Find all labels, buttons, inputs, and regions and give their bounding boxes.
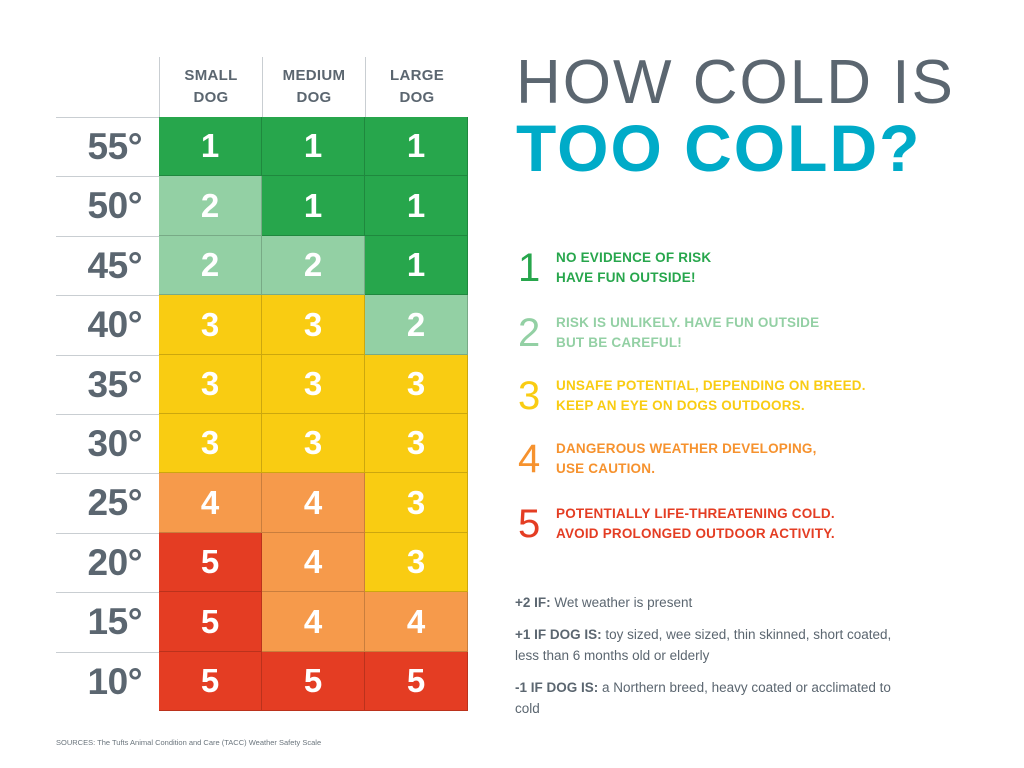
column-header-line1: SMALL [184, 67, 238, 84]
sources-note: SOURCES: The Tufts Animal Condition and … [56, 738, 322, 747]
risk-cell: 4 [159, 473, 262, 533]
risk-cell: 3 [159, 355, 262, 414]
risk-cell: 1 [262, 176, 365, 236]
risk-cell: 4 [262, 533, 365, 592]
legend-description: DANGEROUS WEATHER DEVELOPING, USE CAUTION… [556, 439, 817, 479]
legend-line-1: RISK IS UNLIKELY. HAVE FUN OUTSIDE [556, 315, 820, 330]
row-divider [56, 533, 159, 534]
legend-item-3: 3 UNSAFE POTENTIAL, DEPENDING ON BREED. KE… [518, 374, 866, 418]
modifier-text: Wet weather is present [550, 595, 693, 610]
risk-cell: 3 [262, 414, 365, 473]
risk-cell: 3 [365, 533, 468, 592]
column-header-line2: DOG [296, 89, 332, 106]
row-divider [56, 652, 159, 653]
risk-cell: 4 [365, 592, 468, 652]
row-divider [56, 355, 159, 356]
risk-cell: 3 [159, 295, 262, 355]
legend-line-1: DANGEROUS WEATHER DEVELOPING, [556, 441, 817, 456]
legend-number: 4 [518, 437, 541, 481]
risk-cell: 3 [159, 414, 262, 473]
temperature-label: 50° [87, 184, 143, 226]
risk-cell: 3 [365, 473, 468, 533]
risk-cell: 1 [159, 117, 262, 176]
legend-line-2: AVOID PROLONGED OUTDOOR ACTIVITY. [556, 526, 835, 541]
legend-line-1: POTENTIALLY LIFE-THREATENING COLD. [556, 506, 835, 521]
risk-cell: 5 [365, 652, 468, 711]
risk-cell: 5 [159, 652, 262, 711]
temperature-label: 10° [87, 660, 143, 702]
risk-cell: 5 [262, 652, 365, 711]
legend-item-5: 5 POTENTIALLY LIFE-THREATENING COLD. AVOID… [518, 502, 835, 546]
risk-cell: 5 [159, 592, 262, 652]
risk-cell: 3 [262, 295, 365, 355]
legend-line-2: USE CAUTION. [556, 461, 656, 476]
legend-description: UNSAFE POTENTIAL, DEPENDING ON BREED. KEE… [556, 376, 866, 416]
risk-cell: 1 [262, 117, 365, 176]
modifier-label: +2 IF: [515, 595, 551, 610]
legend-line-2: HAVE FUN OUTSIDE! [556, 270, 696, 285]
row-divider [56, 176, 159, 177]
temperature-label: 30° [87, 422, 143, 464]
risk-cell: 2 [365, 295, 468, 355]
temperature-label: 55° [87, 125, 143, 167]
legend-item-2: 2 RISK IS UNLIKELY. HAVE FUN OUTSIDE BUT B… [518, 311, 819, 355]
row-divider [56, 236, 159, 237]
legend-number: 2 [518, 311, 541, 355]
risk-cell: 3 [365, 355, 468, 414]
row-divider [56, 414, 159, 415]
risk-cell: 1 [365, 117, 468, 176]
row-divider [56, 473, 159, 474]
title-line-2: TOO COLD? [516, 111, 922, 185]
row-divider [56, 592, 159, 593]
modifier-label: +1 IF DOG IS: [515, 627, 602, 642]
modifier-rule: +1 IF DOG IS: toy sized, wee sized, thin… [515, 624, 905, 666]
legend-number: 5 [518, 502, 541, 546]
legend-line-2: KEEP AN EYE ON DOGS OUTDOORS. [556, 398, 805, 413]
legend-number: 1 [518, 246, 541, 290]
row-divider [56, 295, 159, 296]
legend-line-2: BUT BE CAREFUL! [556, 335, 682, 350]
legend-line-1: UNSAFE POTENTIAL, DEPENDING ON BREED. [556, 378, 866, 393]
modifier-text: a Northern breed, heavy coated or acclim… [515, 680, 891, 716]
risk-cell: 2 [159, 176, 262, 236]
column-header-medium-dog: MEDIUM DOG [262, 57, 365, 117]
legend-description: RISK IS UNLIKELY. HAVE FUN OUTSIDE BUT BE… [556, 313, 819, 353]
modifier-rule: +2 IF: Wet weather is present [515, 592, 905, 613]
risk-cell: 5 [159, 533, 262, 592]
legend-description: POTENTIALLY LIFE-THREATENING COLD. AVOID … [556, 504, 835, 544]
title-line-1: HOW COLD IS [516, 48, 955, 117]
risk-cell: 1 [365, 176, 468, 236]
temperature-label: 35° [87, 363, 143, 405]
risk-cell: 1 [365, 236, 468, 295]
temperature-label: 45° [87, 244, 143, 286]
temperature-label: 20° [87, 541, 143, 583]
column-header-large-dog: LARGE DOG [365, 57, 468, 117]
modifier-text: toy sized, wee sized, thin skinned, shor… [515, 627, 892, 663]
temperature-label: 25° [87, 481, 143, 523]
risk-cell: 4 [262, 473, 365, 533]
risk-cell: 4 [262, 592, 365, 652]
legend-line-1: NO EVIDENCE OF RISK [556, 250, 712, 265]
legend-number: 3 [518, 374, 541, 418]
modifier-label: -1 IF DOG IS: [515, 680, 599, 695]
legend-item-4: 4 DANGEROUS WEATHER DEVELOPING, USE CAUTIO… [518, 437, 817, 481]
legend-description: NO EVIDENCE OF RISK HAVE FUN OUTSIDE! [556, 248, 711, 288]
column-header-line1: MEDIUM [282, 67, 346, 84]
legend-item-1: 1 NO EVIDENCE OF RISK HAVE FUN OUTSIDE! [518, 246, 711, 290]
column-header-line1: LARGE [390, 67, 444, 84]
temperature-label: 15° [87, 600, 143, 642]
column-header-small-dog: SMALL DOG [159, 57, 262, 117]
risk-cell: 2 [262, 236, 365, 295]
column-header-line2: DOG [193, 89, 229, 106]
row-divider [56, 117, 159, 118]
risk-cell: 3 [262, 355, 365, 414]
temperature-label: 40° [87, 303, 143, 345]
modifier-rule: -1 IF DOG IS: a Northern breed, heavy co… [515, 677, 905, 719]
column-header-line2: DOG [399, 89, 435, 106]
risk-cell: 2 [159, 236, 262, 295]
risk-cell: 3 [365, 414, 468, 473]
